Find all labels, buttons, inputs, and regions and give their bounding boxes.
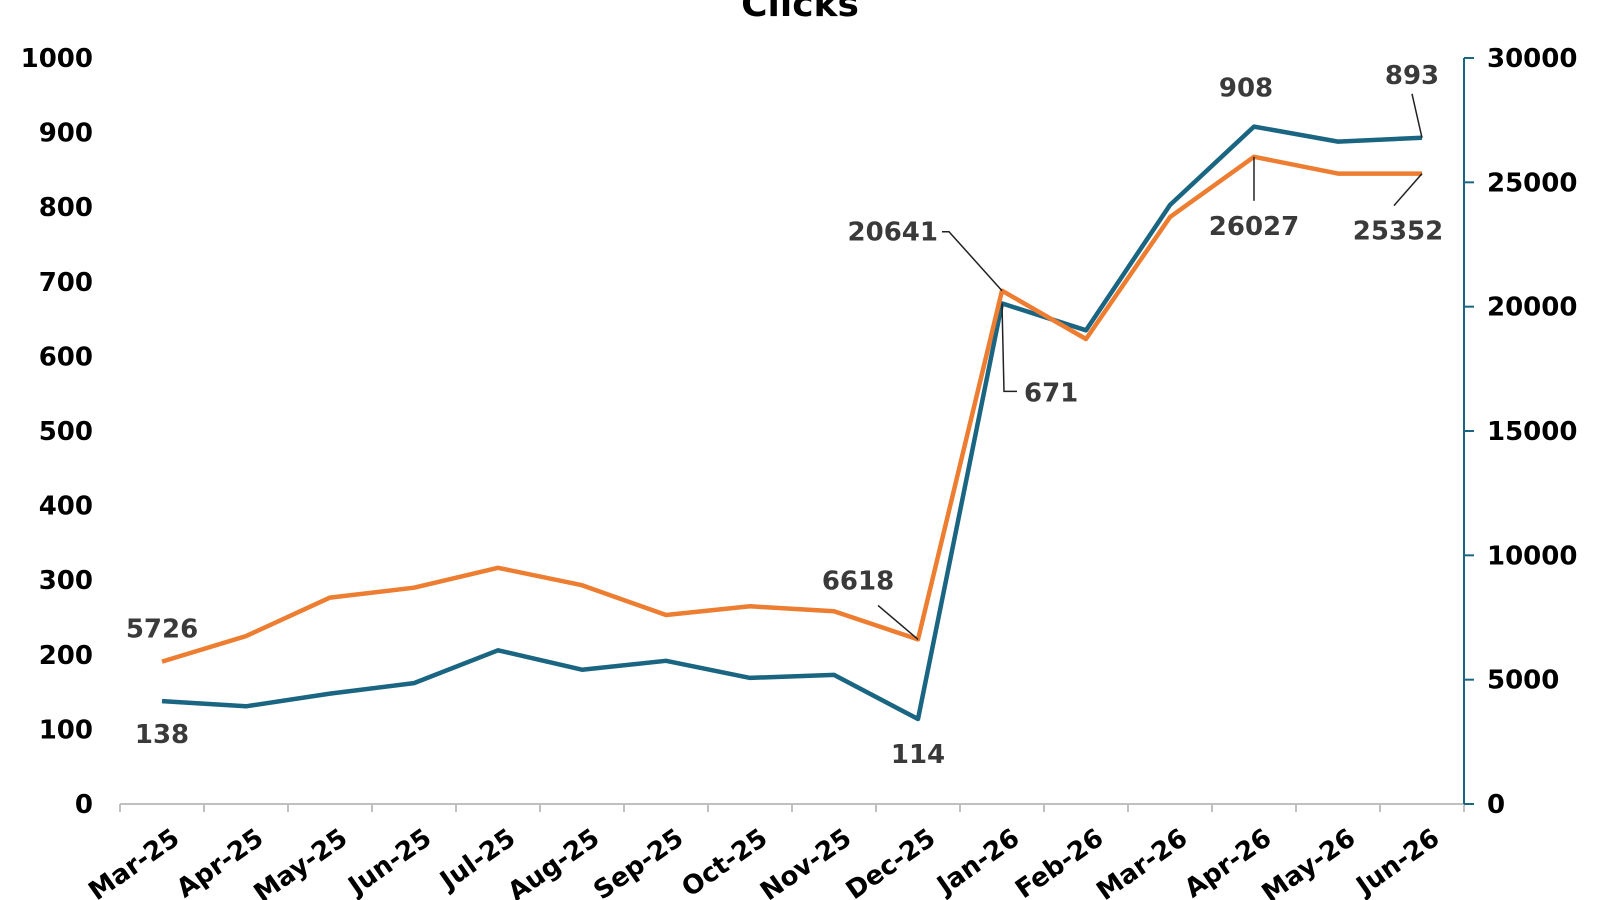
x-tick-label: Mar-25: [83, 823, 185, 900]
y-left-tick-label: 600: [39, 342, 93, 372]
data-label: 26027: [1209, 212, 1299, 242]
data-label-leader-line: [1393, 173, 1423, 207]
y-right-tick-label: 20000: [1487, 293, 1577, 323]
x-tick-label: Dec-25: [841, 823, 941, 900]
y-left-tick-label: 700: [39, 268, 93, 298]
x-tick-label: Sep-25: [588, 823, 689, 900]
data-label-leader-line: [877, 604, 919, 640]
data-label: 908: [1219, 74, 1273, 104]
x-tick-label: Aug-25: [503, 823, 606, 900]
data-label: 20641: [848, 218, 938, 248]
series-line-left-axis: [161, 124, 1423, 722]
y-left-tick-label: 1000: [21, 44, 93, 74]
data-label: 671: [1024, 378, 1078, 408]
y-left-tick-label: 100: [39, 715, 93, 745]
y-right-tick-label: 0: [1487, 790, 1505, 820]
data-label-leader-line: [1411, 93, 1423, 138]
y-right-tick-label: 30000: [1487, 44, 1577, 74]
y-right-tick-label: 10000: [1487, 541, 1577, 571]
y-left-tick-label: 200: [39, 641, 93, 671]
x-tick-label: May-26: [1257, 823, 1361, 900]
y-right-tick-label: 15000: [1487, 417, 1577, 447]
x-tick-label: May-25: [249, 823, 353, 900]
x-tick-label: Mar-26: [1091, 823, 1193, 900]
data-labels: 138 114 671 908 893 5726 6618 20641 26027 25352: [126, 61, 1443, 770]
x-tick-label: Feb-26: [1010, 823, 1109, 900]
chart-title: Clicks: [741, 0, 859, 25]
data-label-leader-line: [1001, 303, 1017, 393]
data-label: 893: [1385, 61, 1439, 91]
x-tick-label: Jun-26: [1350, 823, 1446, 900]
y-right-tick-label: 5000: [1487, 666, 1559, 696]
data-label: 138: [135, 720, 189, 750]
x-tick-label: Jan-26: [930, 823, 1025, 900]
y-right-tick-label: 25000: [1487, 168, 1577, 198]
x-tick-label: Nov-25: [755, 823, 857, 900]
data-label: 6618: [822, 566, 894, 596]
y-left-tick-label: 800: [39, 193, 93, 223]
series-lines: [161, 124, 1423, 722]
series-line-right-axis: [161, 154, 1422, 664]
x-tick-label: Jun-25: [342, 823, 438, 900]
y-left-tick-label: 300: [39, 566, 93, 596]
y-left-tick-label: 900: [39, 119, 93, 149]
data-label: 114: [891, 740, 945, 770]
y-left-tick-label: 0: [75, 790, 93, 820]
y-left-tick-label: 500: [39, 417, 93, 447]
y-left-tick-label: 400: [39, 492, 93, 522]
data-label-leader-line: [942, 230, 1003, 292]
data-label: 25352: [1353, 217, 1443, 247]
data-label: 5726: [126, 615, 198, 645]
